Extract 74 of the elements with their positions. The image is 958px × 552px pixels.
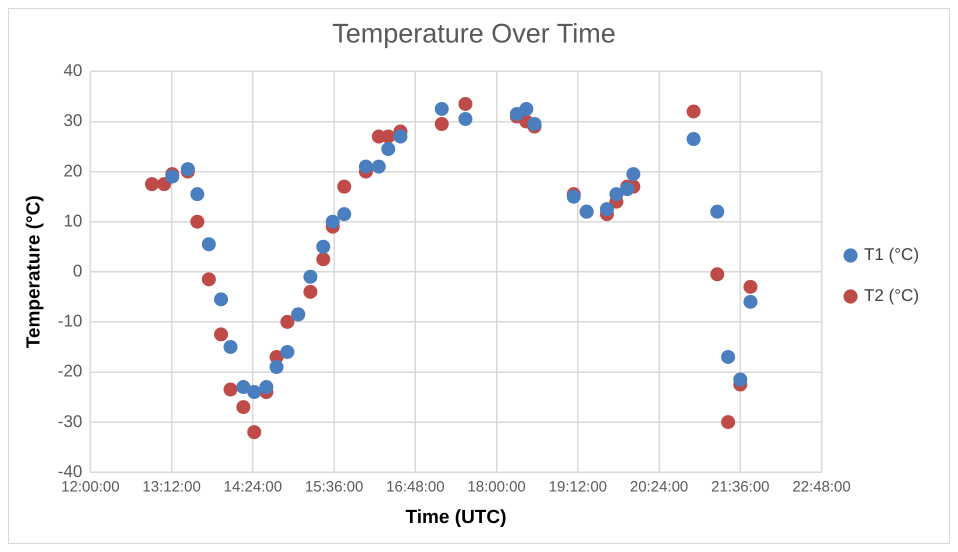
point <box>372 160 386 174</box>
point <box>236 380 250 394</box>
point <box>190 187 204 202</box>
x-axis-title: Time (UTC) <box>405 506 506 528</box>
x-tick-label: 14:24:00 <box>224 478 282 496</box>
point <box>393 130 408 144</box>
point <box>224 340 238 354</box>
legend-label: T1 (°C) <box>864 245 920 264</box>
point <box>280 344 294 359</box>
point <box>721 350 736 364</box>
point <box>202 272 216 286</box>
point <box>165 170 180 184</box>
y-tick-label: -10 <box>58 312 82 331</box>
legend-label: T2 (°C) <box>864 286 920 306</box>
point <box>236 400 250 414</box>
x-tick-label: 19:12:00 <box>548 478 608 496</box>
x-tick-label: 18:00:00 <box>467 478 526 496</box>
x-tick-label: 15:36:00 <box>304 478 364 496</box>
point <box>743 280 758 294</box>
y-tick-label: 40 <box>63 61 82 80</box>
y-axis-title: Temperature (°C) <box>24 195 45 348</box>
y-tick-label: 30 <box>63 111 82 130</box>
point <box>280 314 294 329</box>
point <box>337 180 352 194</box>
point <box>303 270 318 284</box>
y-tick-label: 0 <box>72 261 82 280</box>
point <box>600 202 614 216</box>
point <box>214 327 228 342</box>
point <box>686 132 701 146</box>
point <box>434 117 449 132</box>
point <box>259 380 274 394</box>
x-tick-label: 16:48:00 <box>386 478 445 496</box>
point <box>458 96 472 111</box>
x-tick-label: 12:00:00 <box>61 478 120 496</box>
point <box>202 237 216 252</box>
point <box>381 142 396 156</box>
point <box>434 102 449 116</box>
point <box>180 162 195 176</box>
point <box>316 252 330 266</box>
point <box>710 267 724 282</box>
point <box>626 167 640 182</box>
y-tick-label: -20 <box>58 362 82 381</box>
point <box>721 415 736 430</box>
point <box>144 177 159 192</box>
point <box>609 187 624 202</box>
x-tick-label: 21:36:00 <box>711 478 770 496</box>
point <box>326 214 340 229</box>
point <box>214 292 228 306</box>
point <box>620 182 634 196</box>
point <box>527 117 542 132</box>
point <box>190 214 204 229</box>
point <box>358 160 373 174</box>
point <box>270 360 284 374</box>
point <box>710 204 724 219</box>
x-tick-label: 13:12:00 <box>142 478 201 496</box>
x-tick-label: 20:24:00 <box>630 478 688 496</box>
x-tick-label: 22:48:00 <box>792 478 851 496</box>
point <box>566 190 581 204</box>
point <box>316 240 330 254</box>
y-tick-label: 20 <box>63 161 82 180</box>
point <box>686 104 701 118</box>
y-tick-label: -40 <box>58 462 82 481</box>
chart-title: Temperature Over Time <box>332 18 616 49</box>
point <box>743 294 758 309</box>
point <box>458 112 472 126</box>
y-tick-label: 10 <box>63 211 82 230</box>
y-tick-label: -30 <box>58 412 82 431</box>
point <box>733 372 748 387</box>
point <box>247 385 262 400</box>
point <box>224 382 238 397</box>
point <box>247 425 262 440</box>
point <box>519 102 534 116</box>
point <box>303 284 318 299</box>
point <box>337 207 352 222</box>
